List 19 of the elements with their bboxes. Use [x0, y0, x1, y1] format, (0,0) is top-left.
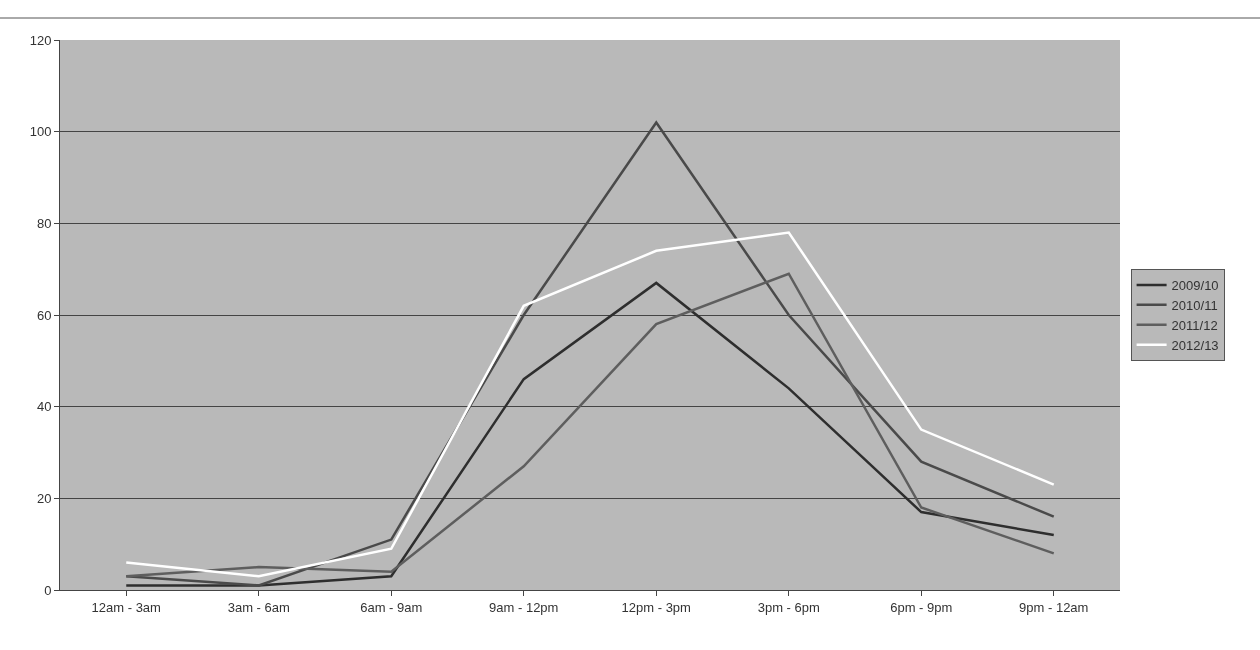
y-tick-label: 100 — [29, 124, 52, 140]
legend-label: 2011/12 — [1171, 317, 1218, 333]
x-tick-label: 6am - 9am — [360, 599, 423, 615]
y-tick-label: 60 — [36, 307, 52, 323]
x-tick-label: 12am - 3am — [91, 599, 161, 615]
legend-label: 2010/11 — [1171, 297, 1218, 313]
y-tick-label: 120 — [29, 32, 52, 48]
x-tick-label: 9pm - 12am — [1019, 599, 1089, 615]
legend-label: 2012/13 — [1171, 337, 1219, 353]
y-tick-label: 20 — [36, 490, 52, 506]
y-tick-label: 40 — [36, 399, 52, 415]
x-tick-label: 3am - 6am — [227, 599, 290, 615]
x-tick-label: 9am - 12pm — [489, 599, 559, 615]
x-tick-label: 6pm - 9pm — [890, 599, 953, 615]
legend-label: 2009/10 — [1171, 278, 1219, 294]
y-tick-label: 0 — [44, 582, 52, 598]
y-tick-label: 80 — [36, 215, 52, 231]
x-tick-label: 12pm - 3pm — [621, 599, 691, 615]
x-tick-label: 3pm - 6pm — [757, 599, 820, 615]
